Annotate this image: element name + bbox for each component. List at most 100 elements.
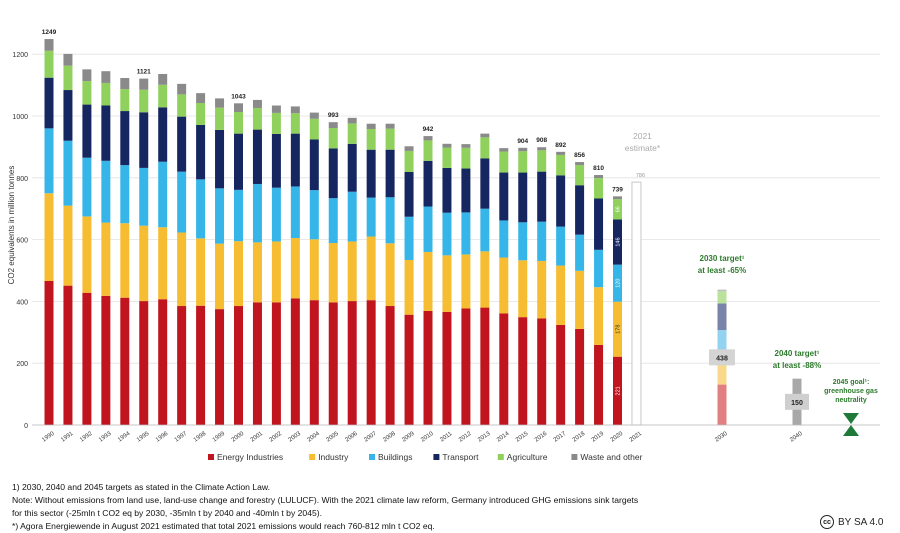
bar-segment-buildings bbox=[328, 198, 338, 243]
bar-segment-transport bbox=[442, 167, 452, 213]
bar-segment-transport bbox=[499, 172, 509, 221]
bar-segment-transport bbox=[120, 111, 130, 166]
legend-label: Industry bbox=[318, 452, 349, 462]
bar-segment-buildings bbox=[556, 226, 566, 266]
bar-segment-waste-and-other bbox=[101, 71, 111, 83]
target-2030-segment bbox=[717, 384, 727, 425]
bar-segment-agriculture bbox=[139, 89, 149, 113]
bar-segment-industry bbox=[158, 227, 168, 300]
bar-segment-agriculture bbox=[196, 103, 206, 125]
x-tick-label: 2004 bbox=[307, 431, 322, 444]
x-tick-label: 2021 bbox=[629, 431, 644, 444]
x-tick-label: 1991 bbox=[60, 431, 75, 444]
bar-segment-energy-industries bbox=[423, 310, 433, 425]
bar-segment-waste-and-other bbox=[158, 73, 168, 85]
bar-segment-waste-and-other bbox=[309, 112, 319, 119]
segment-value-label: 146 bbox=[616, 237, 622, 246]
bar-segment-buildings bbox=[537, 221, 547, 261]
bar-segment-agriculture bbox=[120, 89, 130, 112]
x-tick-label: 2013 bbox=[477, 431, 492, 444]
x-tick-label: 2030 bbox=[714, 431, 729, 444]
bar-segment-industry bbox=[347, 241, 357, 302]
x-tick-label: 2020 bbox=[610, 431, 625, 444]
total-label: 993 bbox=[328, 112, 339, 119]
bar-segment-agriculture bbox=[234, 111, 243, 134]
bar-segment-waste-and-other bbox=[404, 146, 414, 151]
bar-segment-buildings bbox=[44, 128, 54, 194]
y-axis: 0 200 400 600 800 1000 1200 bbox=[12, 52, 28, 430]
bar-segment-energy-industries bbox=[366, 300, 376, 425]
bar-segment-agriculture bbox=[328, 128, 338, 149]
bar-segment-energy-industries bbox=[575, 328, 585, 425]
legend-swatch bbox=[208, 454, 214, 460]
bar-segment-agriculture bbox=[461, 147, 471, 169]
bar-segment-transport bbox=[252, 129, 262, 184]
total-label: 942 bbox=[423, 126, 434, 133]
bar-segment-transport bbox=[309, 139, 319, 191]
bar-segment-transport bbox=[347, 143, 357, 192]
bar-segment-agriculture bbox=[537, 150, 547, 172]
bar-segment-agriculture bbox=[613, 199, 622, 220]
bar-segment-waste-and-other bbox=[423, 136, 433, 141]
x-tick-label: 1998 bbox=[193, 431, 208, 444]
x-tick-label: 1994 bbox=[117, 431, 132, 444]
bar-segment-buildings bbox=[385, 197, 395, 244]
bar-segment-transport bbox=[82, 104, 92, 158]
target-2030-segment bbox=[717, 330, 727, 353]
x-tick-label: 1993 bbox=[98, 431, 113, 444]
bar-segment-transport bbox=[366, 149, 376, 198]
bar-segment-agriculture bbox=[575, 165, 585, 186]
bar-segment-energy-industries bbox=[196, 305, 206, 425]
bar-segment-industry bbox=[177, 232, 187, 307]
legend-label: Agriculture bbox=[507, 452, 548, 462]
bar-segment-industry bbox=[82, 216, 92, 293]
bar-segment-agriculture bbox=[404, 150, 414, 172]
bar-segment-waste-and-other bbox=[499, 148, 509, 152]
legend-swatch bbox=[309, 454, 316, 460]
bar-segment-energy-industries bbox=[290, 298, 300, 425]
gridlines bbox=[32, 53, 880, 426]
bar-segment-waste-and-other bbox=[366, 123, 376, 129]
bar-segment-energy-industries bbox=[442, 311, 452, 425]
bar-segment-waste-and-other bbox=[594, 175, 604, 179]
target-2040-value-box bbox=[785, 393, 809, 410]
bar-segment-energy-industries bbox=[177, 306, 187, 425]
bar-segment-industry bbox=[461, 254, 471, 309]
bar-segment-buildings bbox=[404, 216, 414, 260]
bar-segment-transport bbox=[328, 148, 338, 199]
bar-segment-industry bbox=[404, 259, 414, 315]
total-label: 810 bbox=[593, 165, 604, 172]
y-axis-label: CO2 equivalents in million tonnes bbox=[7, 166, 16, 285]
x-tick-label: 2006 bbox=[344, 431, 359, 444]
bar-segment-waste-and-other bbox=[252, 99, 262, 108]
bar-segment-industry bbox=[271, 241, 281, 303]
bar-segment-industry bbox=[613, 301, 622, 357]
bar-segment-agriculture bbox=[101, 82, 111, 106]
bar-segment-buildings bbox=[120, 165, 130, 224]
bar-segment-waste-and-other bbox=[575, 162, 585, 166]
bar-segment-energy-industries bbox=[271, 302, 281, 425]
bar-segment-energy-industries bbox=[404, 314, 414, 425]
bar-segment-industry bbox=[215, 243, 225, 310]
targets: 786 2021 estimate* 438 2030 target¹ at least … bbox=[625, 131, 878, 436]
bar-segment-agriculture bbox=[499, 151, 509, 173]
legend-label: Waste and other bbox=[580, 452, 642, 462]
bar-segment-buildings bbox=[290, 186, 300, 239]
bar-segment-transport bbox=[158, 107, 168, 162]
bar-segment-waste-and-other bbox=[461, 144, 471, 148]
bar-segment-buildings bbox=[518, 222, 528, 261]
bar-segment-buildings bbox=[366, 197, 376, 237]
x-tick-label: 1995 bbox=[136, 431, 151, 444]
total-label: 908 bbox=[536, 137, 547, 144]
bar-segment-energy-industries bbox=[328, 302, 338, 425]
bar-segment-agriculture bbox=[366, 128, 376, 150]
bar-segment-energy-industries bbox=[215, 309, 225, 425]
bar-segment-transport bbox=[44, 77, 54, 129]
bar-segment-transport bbox=[575, 185, 585, 235]
target-2030-value: 438 bbox=[716, 355, 728, 362]
bar-segment-waste-and-other bbox=[347, 117, 357, 124]
bar-segment-transport bbox=[594, 198, 604, 250]
bar-segment-waste-and-other bbox=[613, 196, 622, 200]
bar-segment-energy-industries bbox=[461, 308, 471, 425]
bar-segment-waste-and-other bbox=[215, 98, 225, 108]
